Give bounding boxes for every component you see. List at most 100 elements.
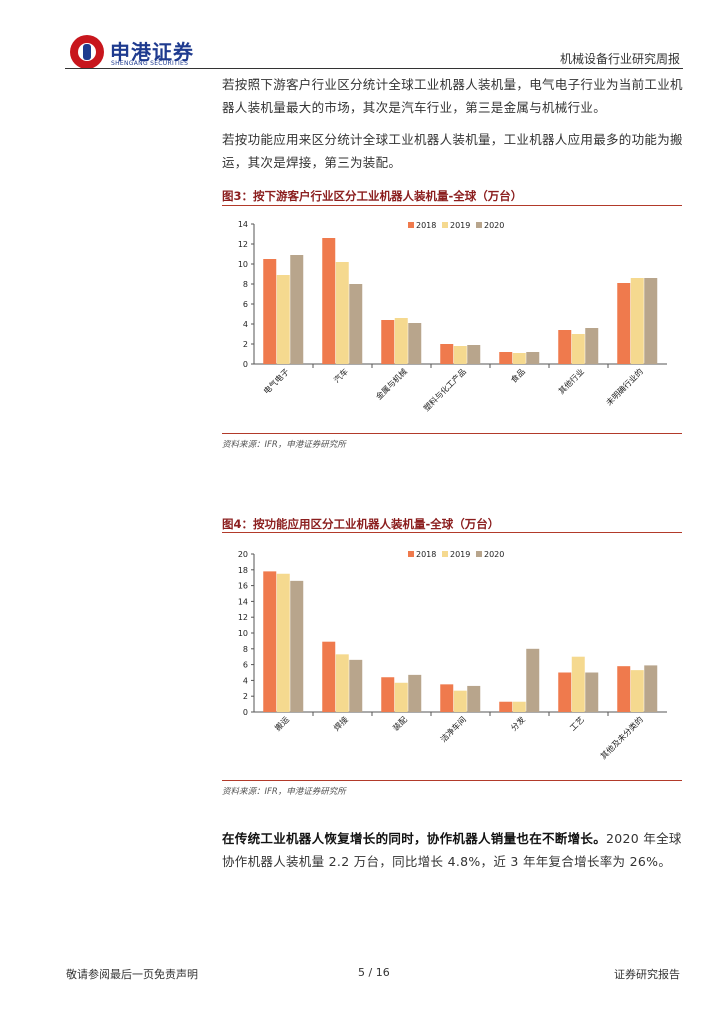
- fig3-bar-2020: [526, 352, 540, 364]
- fig3-category-label: 塑料与化工产品: [421, 366, 468, 413]
- fig3-y-tick-label: 8: [243, 280, 248, 289]
- fig3-y-tick-label: 10: [238, 260, 248, 269]
- fig4-bar-2020: [585, 672, 599, 712]
- fig3-bar-2019: [571, 334, 585, 364]
- figure4-top-rule: [222, 532, 682, 533]
- fig4-category-label: 装配: [391, 714, 409, 732]
- logo-name-en: SHENGANG SECURITIES: [111, 60, 189, 67]
- fig4-bar-2018: [558, 672, 572, 712]
- fig3-bar-2019: [335, 262, 349, 364]
- fig3-category-label: 未明确行业的: [604, 366, 645, 407]
- fig4-category-label: 工艺: [568, 715, 586, 733]
- fig4-bar-2020: [526, 648, 540, 712]
- fig3-bar-2020: [467, 345, 481, 364]
- fig4-bar-2020: [349, 659, 363, 712]
- fig3-legend-label: 2018: [416, 221, 436, 230]
- fig3-y-tick-label: 0: [243, 360, 248, 369]
- fig3-category-label: 其他行业: [556, 366, 586, 396]
- fig3-bar-2018: [263, 259, 277, 364]
- fig3-legend-label: 2019: [450, 221, 470, 230]
- fig4-bar-2019: [453, 690, 467, 712]
- fig4-legend-label: 2018: [416, 550, 436, 559]
- paragraph-application: 若按功能应用来区分统计全球工业机器人装机量，工业机器人应用最多的功能为搬运，其次…: [222, 132, 683, 170]
- fig3-bar-2020: [585, 328, 599, 364]
- fig3-category-label: 汽车: [332, 366, 350, 384]
- fig4-y-tick-label: 14: [238, 597, 248, 606]
- fig4-category-label: 搬运: [273, 714, 291, 732]
- fig4-bar-2019: [394, 682, 408, 712]
- figure4-chart: 0 2 4 6 8 10 12 14 16 18 20 搬运 焊接 装配 洁净车间 分发 工艺 其他及未分类的 20…: [238, 550, 667, 761]
- fig4-bar-2020: [644, 665, 658, 712]
- fig4-category-label: 其他及未分类的: [598, 714, 645, 761]
- fig3-bar-2019: [276, 275, 290, 364]
- fig4-bar-2018: [440, 684, 454, 712]
- fig4-y-tick-label: 12: [238, 613, 248, 622]
- fig3-bar-2019: [630, 278, 644, 364]
- fig4-legend-swatch: [408, 551, 414, 557]
- fig4-y-tick-label: 2: [243, 692, 248, 701]
- figure3-title: 图3：按下游客户行业区分工业机器人装机量-全球（万台）: [222, 189, 523, 203]
- paragraph-industry: 若按照下游客户行业区分统计全球工业机器人装机量，电气电子行业为当前工业机器人装机…: [222, 77, 683, 115]
- figure3-source: 资料来源：IFR，申港证券研究所: [222, 440, 346, 450]
- report-type: 机械设备行业研究周报: [559, 52, 680, 66]
- figure3-top-rule: [222, 205, 682, 206]
- fig4-bar-2018: [263, 571, 277, 712]
- fig3-bar-2019: [453, 346, 467, 364]
- fig3-bar-2019: [394, 318, 408, 364]
- fig4-category-label: 洁净车间: [438, 714, 468, 744]
- fig3-bar-2020: [349, 284, 363, 364]
- fig3-bar-2018: [440, 344, 454, 364]
- logo-mark-core: [83, 44, 91, 60]
- fig4-bar-2018: [381, 677, 395, 712]
- fig4-legend-swatch: [442, 551, 448, 557]
- fig4-bar-2020: [467, 685, 481, 712]
- fig3-category-label: 电气电子: [261, 366, 291, 396]
- fig4-y-tick-label: 4: [243, 676, 248, 685]
- fig3-bar-2019: [512, 353, 526, 364]
- fig3-legend-label: 2020: [484, 221, 504, 230]
- fig3-legend-swatch: [442, 222, 448, 228]
- fig4-category-label: 分发: [509, 714, 527, 732]
- fig3-legend-swatch: [408, 222, 414, 228]
- fig3-y-tick-label: 4: [243, 320, 248, 329]
- paragraph-cobot: 在传统工业机器人恢复增长的同时，协作机器人销量也在不断增长。2020 年全球协作…: [222, 827, 684, 873]
- logo-name-cn: 申港证券: [110, 40, 194, 64]
- fig3-category-label: 金属与机械: [374, 366, 409, 401]
- fig4-bar-2019: [276, 573, 290, 712]
- fig4-bar-2018: [499, 701, 513, 712]
- fig3-category-label: 食品: [509, 366, 527, 384]
- footer-page-number: 5 / 16: [358, 966, 390, 979]
- fig3-y-tick-label: 12: [238, 240, 248, 249]
- header-divider: [65, 68, 683, 69]
- fig3-bar-2018: [322, 238, 336, 364]
- paragraph-cobot-rest: 2020 年全球协作机器人装机量 2.2 万台，同比增长 4.8%，近 3 年年…: [222, 831, 682, 869]
- figure4-source: 资料来源：IFR，申港证券研究所: [222, 787, 346, 797]
- figure3-bottom-rule: [222, 433, 682, 434]
- fig4-bar-2019: [512, 701, 526, 712]
- fig4-bar-2018: [617, 666, 631, 712]
- fig3-bar-2020: [408, 323, 422, 364]
- fig3-bar-2018: [381, 320, 395, 364]
- figure3-chart: 0 2 4 6 8 10 12 14 电气电子 汽车 金属与机械 塑料与化工产品 食品 其他行业 未明确行业…: [238, 220, 667, 413]
- fig4-y-tick-label: 0: [243, 708, 248, 717]
- figure4-bottom-rule: [222, 780, 682, 781]
- figure4-title: 图4：按功能应用区分工业机器人装机量-全球（万台）: [222, 517, 500, 531]
- fig4-bar-2019: [571, 656, 585, 712]
- fig4-bar-2019: [335, 654, 349, 712]
- paragraph-cobot-bold: 在传统工业机器人恢复增长的同时，协作机器人销量也在不断增长。: [222, 831, 607, 846]
- fig4-legend-swatch: [476, 551, 482, 557]
- fig3-bar-2020: [290, 255, 304, 364]
- fig3-legend-swatch: [476, 222, 482, 228]
- fig4-bar-2019: [630, 670, 644, 712]
- fig4-y-tick-label: 8: [243, 645, 248, 654]
- fig4-bar-2020: [408, 674, 422, 712]
- fig3-y-tick-label: 2: [243, 340, 248, 349]
- fig3-bar-2020: [644, 278, 658, 364]
- fig3-y-tick-label: 14: [238, 220, 248, 229]
- fig3-y-tick-label: 6: [243, 300, 248, 309]
- fig4-category-label: 焊接: [332, 714, 350, 732]
- fig4-y-tick-label: 20: [238, 550, 248, 559]
- footer-disclaimer: 敬请参阅最后一页免责声明: [66, 968, 198, 981]
- fig4-bar-2018: [322, 641, 336, 712]
- fig4-y-tick-label: 10: [238, 629, 248, 638]
